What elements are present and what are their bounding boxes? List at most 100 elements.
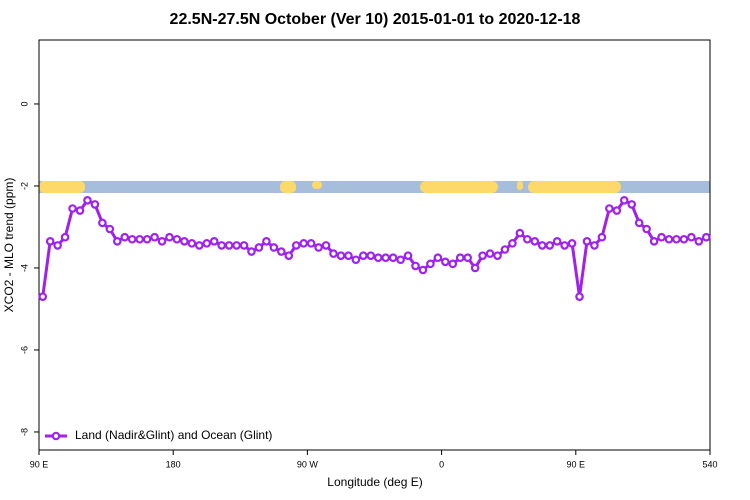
data-point (373, 253, 383, 263)
data-point (560, 241, 569, 250)
data-point (530, 237, 540, 246)
legend-marker (51, 431, 61, 441)
chart-title: 22.5N-27.5N October (Ver 10) 2015-01-01 … (170, 11, 581, 28)
data-point (105, 224, 115, 234)
data-point (455, 253, 465, 263)
land-strip (517, 181, 523, 190)
data-point (217, 241, 226, 250)
data-point (664, 234, 674, 244)
data-point (418, 265, 428, 275)
legend-label: Land (Nadir&Glint) and Ocean (Glint) (75, 428, 272, 442)
data-point (642, 224, 651, 234)
x-tick-label: 0 (439, 459, 444, 469)
data-point (597, 232, 607, 242)
data-point (60, 232, 70, 242)
data-point (679, 234, 689, 244)
data-point (120, 232, 130, 242)
data-point (254, 243, 264, 252)
data-point (523, 234, 532, 244)
data-point (157, 237, 167, 246)
data-point (314, 243, 323, 252)
data-point (202, 239, 212, 248)
data-point (575, 292, 584, 301)
data-point (463, 253, 472, 263)
land-strip (39, 181, 85, 193)
data-point (552, 237, 562, 246)
x-tick-label: 90 E (30, 459, 49, 469)
data-point (567, 239, 577, 248)
y-tick-label: -4 (19, 264, 29, 272)
data-point (687, 232, 696, 242)
data-point (396, 255, 405, 265)
data-point (165, 232, 174, 242)
data-point (649, 237, 659, 246)
data-point (634, 218, 644, 228)
x-tick-label: 180 (166, 459, 181, 469)
data-point (470, 263, 480, 273)
data-point (321, 241, 331, 250)
data-point (68, 204, 77, 213)
data-point (701, 232, 711, 242)
data-point (329, 249, 338, 258)
data-point (194, 241, 204, 250)
data-point (672, 234, 681, 244)
data-point (493, 251, 502, 260)
data-point (478, 251, 487, 260)
data-point (433, 253, 443, 263)
data-point (537, 241, 547, 250)
x-axis-label: Longitude (deg E) (327, 475, 422, 489)
data-point (545, 241, 555, 250)
data-point (83, 196, 92, 205)
data-point (187, 239, 197, 248)
y-tick-label: -2 (19, 182, 29, 190)
data-point (441, 257, 450, 267)
data-point (291, 241, 301, 250)
data-point (98, 218, 107, 228)
data-point (366, 251, 376, 260)
data-point (388, 253, 398, 263)
data-point (142, 234, 152, 244)
data-point (284, 251, 294, 260)
data-point (75, 206, 85, 215)
x-tick-label: 90 W (297, 459, 319, 469)
data-point (605, 204, 614, 213)
data-point (508, 239, 517, 248)
data-point (209, 237, 219, 246)
data-point (180, 237, 189, 246)
y-tick-label: -6 (19, 346, 29, 354)
y-tick-label: -8 (19, 428, 29, 436)
data-point (657, 232, 666, 242)
data-point (359, 251, 368, 260)
land-strip (528, 181, 621, 193)
data-point (53, 241, 62, 250)
land-strip (280, 181, 296, 193)
data-point (150, 232, 159, 242)
data-point (627, 200, 637, 209)
legend: Land (Nadir&Glint) and Ocean (Glint) (45, 428, 272, 442)
data-point (411, 261, 420, 271)
data-point (172, 234, 182, 244)
data-point (45, 237, 55, 246)
data-point (500, 245, 510, 254)
plot-frame (38, 39, 711, 451)
data-point (590, 241, 599, 250)
data-point (336, 251, 346, 260)
data-point (277, 247, 286, 256)
data-point (224, 241, 234, 250)
data-point (299, 239, 308, 248)
data-point (612, 206, 622, 215)
y-axis-label: XCO2 - MLO trend (ppm) (2, 178, 16, 313)
data-point (112, 237, 122, 246)
data-point (426, 259, 435, 269)
data-point (90, 200, 100, 209)
data-point (306, 239, 316, 248)
data-point (247, 247, 256, 256)
data-point (269, 243, 279, 252)
data-point (135, 234, 144, 244)
data-point (344, 251, 353, 260)
data-point (239, 241, 249, 250)
data-point (232, 241, 241, 250)
data-point (127, 234, 137, 244)
